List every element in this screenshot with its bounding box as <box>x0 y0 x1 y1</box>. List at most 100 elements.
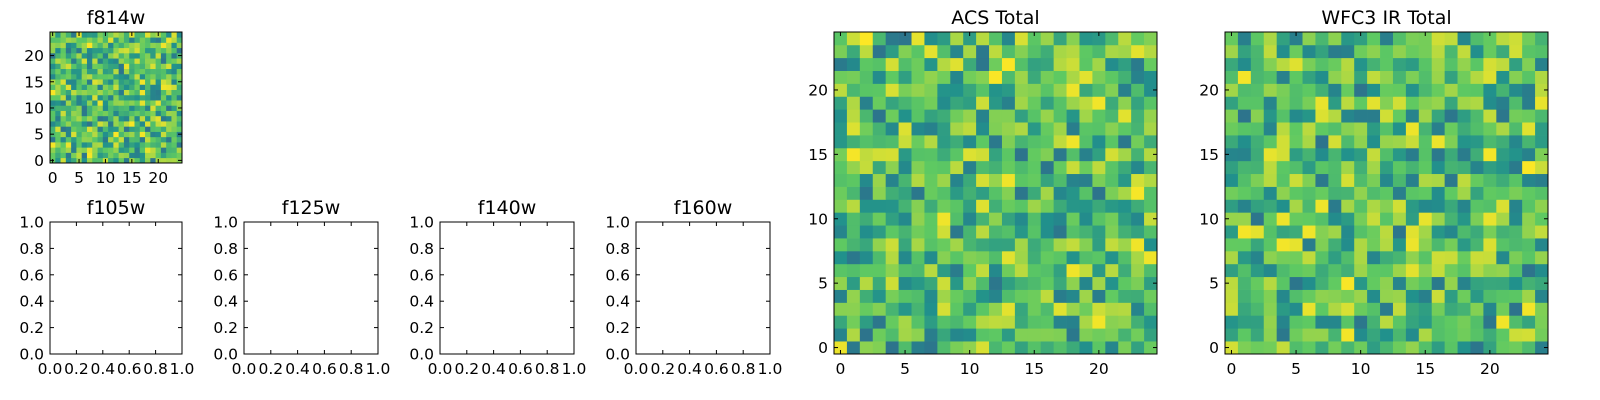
heatmap-cell <box>1276 83 1290 97</box>
heatmap-cell <box>924 199 938 213</box>
heatmap-cell <box>1315 147 1329 162</box>
heatmap-cell <box>963 109 977 123</box>
heatmap-cell <box>102 110 109 117</box>
heatmap-cell <box>71 37 77 43</box>
heatmap-cell <box>989 263 1003 278</box>
heatmap-cell <box>160 121 167 127</box>
heatmap-cell <box>123 115 130 122</box>
heatmap-cell <box>872 135 887 149</box>
heatmap-cell <box>989 83 1003 97</box>
heatmap-cell <box>989 32 1003 46</box>
y-tick-label: 0.4 <box>19 293 44 311</box>
heatmap-cell <box>1040 160 1054 175</box>
heatmap-cell <box>1276 147 1290 162</box>
heatmap-cell <box>1027 44 1042 59</box>
heatmap-cell <box>1302 225 1316 239</box>
heatmap-cell <box>155 47 162 54</box>
heatmap-cell <box>155 110 162 117</box>
heatmap-cell <box>1092 135 1106 149</box>
heatmap-cell <box>1237 302 1252 316</box>
heatmap-cell <box>113 84 119 90</box>
heatmap-cell <box>1496 225 1510 239</box>
heatmap-cell <box>108 105 114 111</box>
heatmap-cell <box>1014 147 1029 162</box>
heatmap-cell <box>950 147 964 162</box>
heatmap-cell <box>989 341 1003 355</box>
heatmap-cell <box>1328 70 1342 84</box>
heatmap-cell <box>898 289 912 303</box>
heatmap-cell <box>859 341 874 355</box>
heatmap-cell <box>1040 238 1054 252</box>
heatmap-cell <box>1302 238 1316 252</box>
heatmap-cell <box>976 238 990 252</box>
heatmap-cell <box>50 47 56 54</box>
heatmap-cell <box>1105 328 1119 342</box>
heatmap-cell <box>139 52 146 59</box>
heatmap-cell <box>924 83 938 97</box>
heatmap-cell <box>1276 289 1290 303</box>
heatmap-cell <box>155 131 162 138</box>
heatmap-cell <box>1040 57 1054 71</box>
heatmap-cell <box>1380 109 1394 123</box>
heatmap-cell <box>1328 122 1342 136</box>
heatmap-cell <box>1105 32 1119 46</box>
heatmap-cell <box>134 79 141 85</box>
heatmap-cell <box>976 225 990 239</box>
heatmap-cell <box>834 160 848 175</box>
heatmap-cell <box>1040 315 1054 329</box>
heatmap-cell <box>937 250 951 265</box>
heatmap-cell <box>976 302 990 316</box>
heatmap-cell <box>846 135 861 149</box>
heatmap-cell <box>1302 250 1316 265</box>
x-tick-label: 1.0 <box>170 360 195 378</box>
heatmap-cell <box>134 37 141 43</box>
heatmap-cell <box>71 42 77 49</box>
heatmap-cell <box>1118 250 1132 265</box>
heatmap-cell <box>1066 238 1080 252</box>
heatmap-cell <box>171 115 178 122</box>
heatmap-cell <box>1118 328 1132 342</box>
heatmap-cell <box>872 83 887 97</box>
heatmap-cell <box>1444 199 1458 213</box>
heatmap-cell <box>1457 315 1471 329</box>
heatmap-cell <box>50 37 56 43</box>
heatmap-cell <box>1341 122 1355 136</box>
heatmap-cell <box>1066 70 1080 84</box>
heatmap-cell <box>97 157 104 164</box>
heatmap-cell <box>139 42 146 49</box>
heatmap-cell <box>1405 341 1420 355</box>
heatmap-cell <box>1392 160 1407 175</box>
heatmap-cell <box>859 315 874 329</box>
heatmap-cell <box>60 42 67 49</box>
heatmap-cell <box>872 212 887 226</box>
heatmap-cell <box>1289 147 1303 162</box>
heatmap-cell <box>129 37 135 43</box>
heatmap-cell <box>1263 289 1278 303</box>
heatmap-cell <box>1040 173 1054 187</box>
heatmap-cell <box>1263 96 1278 110</box>
heatmap-cell <box>937 57 951 71</box>
heatmap-cell <box>1014 57 1029 71</box>
heatmap-cell <box>1509 186 1523 200</box>
heatmap-cell <box>81 84 88 90</box>
heatmap-cell <box>60 94 67 101</box>
heatmap-cell <box>872 160 887 175</box>
heatmap-cell <box>134 100 141 106</box>
heatmap-cell <box>963 225 977 239</box>
x-tick-label: 0.6 <box>117 360 142 378</box>
heatmap-cell <box>1263 57 1278 71</box>
heatmap-cell <box>113 100 119 106</box>
heatmap-cell <box>129 136 135 143</box>
heatmap-cell <box>50 115 56 122</box>
heatmap-cell <box>1470 225 1484 239</box>
heatmap-cell <box>1392 147 1407 162</box>
heatmap-cell <box>885 122 899 136</box>
heatmap-cell <box>1470 328 1484 342</box>
heatmap-cell <box>118 115 125 122</box>
heatmap-cell <box>924 147 938 162</box>
heatmap-cell <box>139 110 146 117</box>
heatmap-cell <box>1315 328 1329 342</box>
heatmap-cell <box>1040 225 1054 239</box>
heatmap-cell <box>86 110 93 117</box>
